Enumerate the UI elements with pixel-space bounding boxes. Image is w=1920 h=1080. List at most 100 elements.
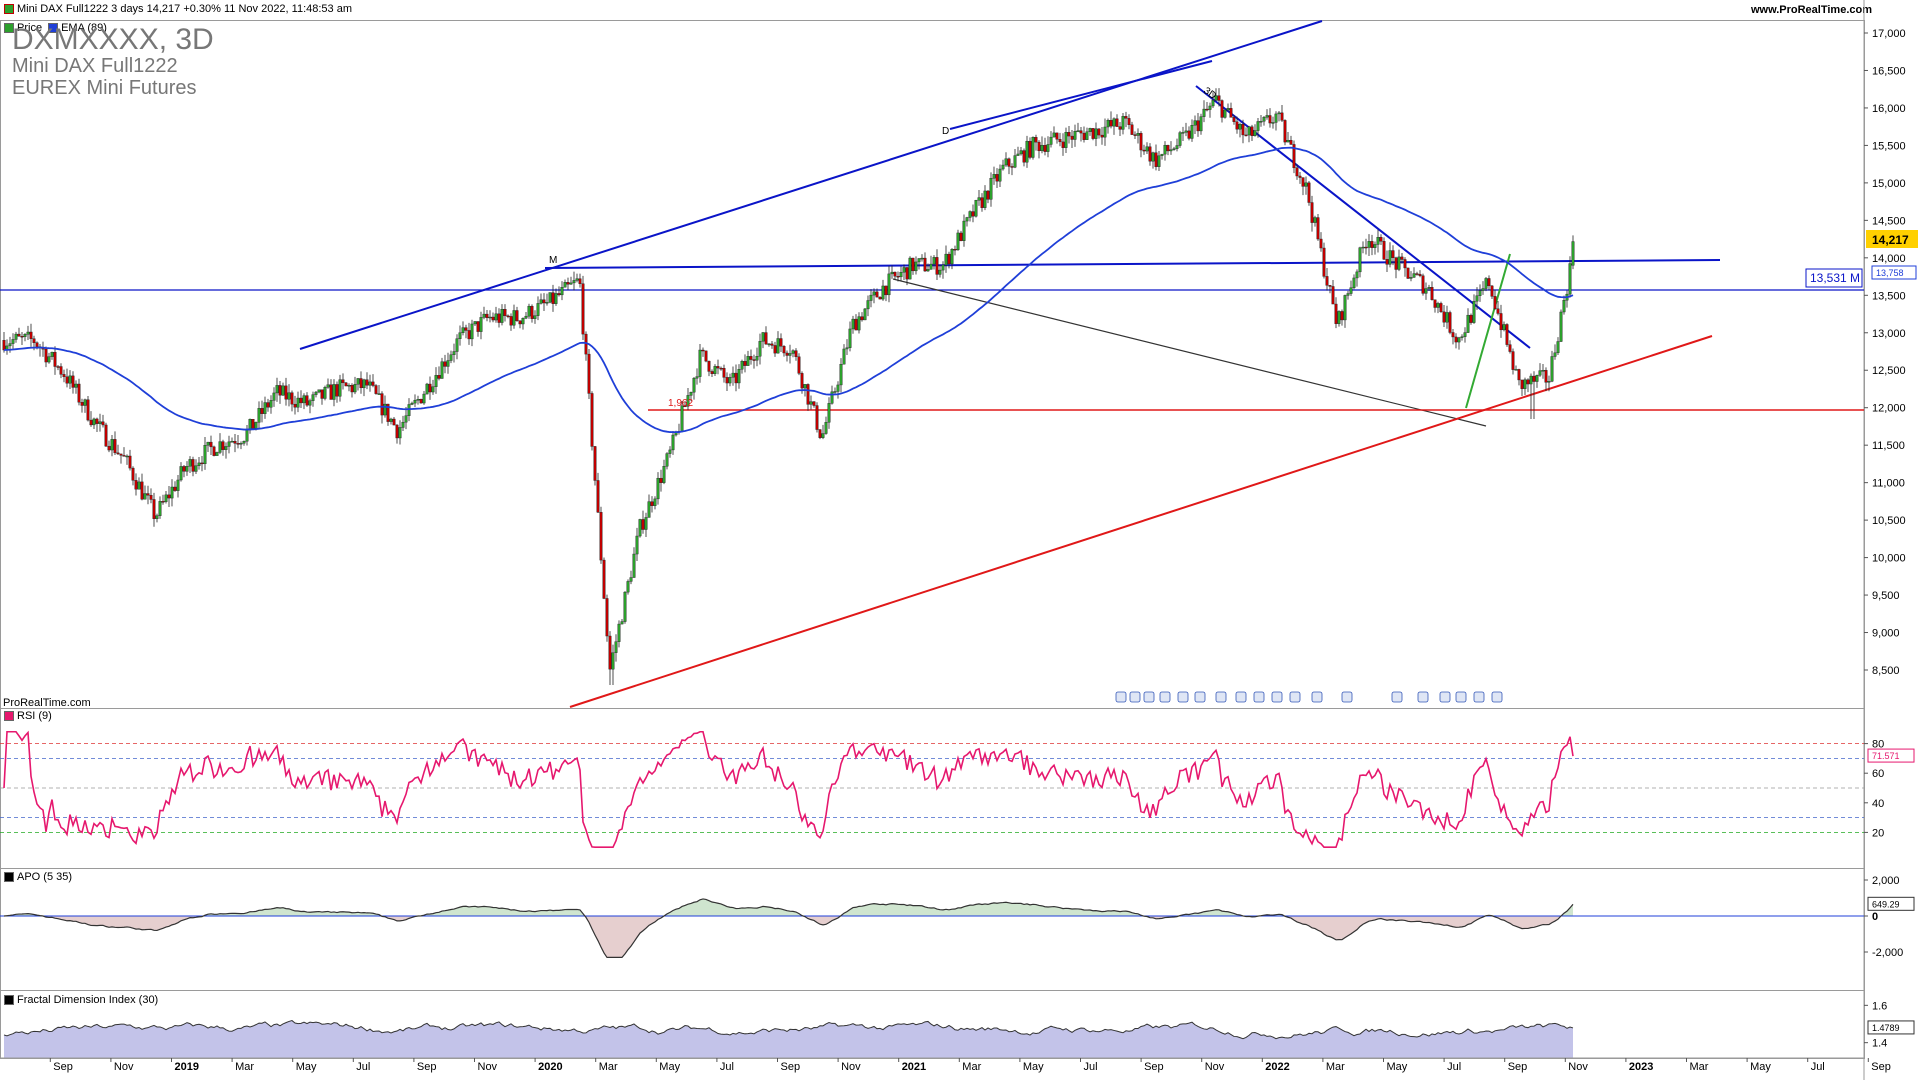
candle-body (215, 452, 219, 456)
candle-body (971, 211, 975, 217)
candle-body (1544, 370, 1548, 383)
candle-body (1490, 285, 1494, 297)
candle-body (1409, 277, 1413, 279)
time-tick-label: 2019 (175, 1061, 199, 1073)
candle-body (1154, 152, 1158, 167)
candle-body (233, 441, 237, 444)
candle-body (59, 366, 63, 375)
time-tick-label: Sep (53, 1061, 73, 1073)
candle-body (632, 553, 636, 578)
candle-body (140, 481, 144, 500)
watermark-symbol: DXMXXXX, 3D (12, 23, 214, 56)
candle-body (644, 517, 648, 530)
candle-body (1157, 155, 1161, 167)
candle-body (779, 338, 783, 347)
candle-body (473, 321, 477, 325)
candle-body (776, 338, 780, 354)
rsi-tick-label: 60 (1872, 768, 1884, 780)
candle-body (1448, 312, 1452, 333)
price-tick-label: 13,500 (1872, 290, 1906, 302)
candle-body (1541, 370, 1545, 372)
candle-body (647, 501, 651, 518)
candle-body (467, 330, 471, 340)
candle-body (527, 305, 531, 317)
candle-body (1538, 370, 1542, 376)
candle-body (851, 318, 855, 330)
candle-body (32, 338, 36, 343)
candle-body (572, 280, 576, 284)
candle-body (977, 197, 981, 201)
candle-body (1313, 217, 1317, 223)
candle-body (782, 346, 786, 354)
candle-body (899, 272, 903, 278)
candle-body (1211, 100, 1215, 107)
candle-body (227, 441, 231, 447)
candle-body (1382, 241, 1386, 260)
candle-body (416, 399, 420, 401)
time-tick-label: Sep (417, 1061, 437, 1073)
candle-body (359, 378, 363, 389)
candle-body (524, 315, 528, 319)
candle-body (95, 418, 99, 424)
candle-body (683, 405, 687, 408)
candle-body (1370, 241, 1374, 248)
price-tick-label: 15,500 (1872, 140, 1906, 152)
candle-body (362, 379, 366, 389)
apo-line (3, 898, 1574, 959)
candle-body (1217, 95, 1221, 101)
price-legend: Price EMA (89) (4, 22, 107, 34)
candle-body (623, 591, 627, 622)
candle-body (1454, 336, 1458, 343)
website-link[interactable]: www.ProRealTime.com (1750, 4, 1872, 16)
candle-body (515, 310, 519, 321)
candle-body (1163, 144, 1167, 155)
watermark-name: Mini DAX Full1222 (12, 55, 178, 77)
price-tick-label: 16,000 (1872, 103, 1906, 115)
candle-body (263, 402, 267, 414)
candle-body (791, 350, 795, 354)
candle-body (599, 512, 603, 561)
candle-body (275, 385, 279, 394)
candle-body (920, 257, 924, 260)
candle-body (908, 257, 912, 280)
price-tick-label: 14,500 (1872, 215, 1906, 227)
candle-body (1214, 95, 1218, 101)
candle-body (1412, 273, 1416, 278)
candle-body (122, 455, 126, 457)
candle-body (1121, 116, 1125, 130)
candle-body (1097, 128, 1101, 136)
candle-body (746, 356, 750, 366)
candle-body (605, 598, 609, 637)
candle-body (929, 263, 933, 270)
candle-body (956, 232, 960, 251)
event-calendar-icon (1417, 691, 1429, 703)
price-tick-label: 11,000 (1872, 478, 1905, 490)
candle-body (230, 441, 234, 443)
candle-body (1499, 313, 1503, 331)
candle-body (788, 353, 792, 356)
candle-body (482, 313, 486, 318)
event-calendar-icon (1311, 691, 1323, 703)
candle-body (203, 444, 207, 464)
candle-body (182, 466, 186, 472)
candle-body (1436, 303, 1440, 308)
candle-body (737, 369, 741, 384)
candle-body (662, 466, 666, 483)
candle-body (344, 382, 348, 387)
candle-body (236, 443, 240, 445)
candle-body (290, 392, 294, 405)
candle-body (1058, 139, 1062, 143)
candle-body (857, 316, 861, 331)
candle-body (35, 342, 39, 347)
candle-body (1076, 130, 1080, 132)
candle-body (692, 377, 696, 393)
candle-body (1061, 141, 1065, 148)
candle-body (839, 363, 843, 386)
candle-body (1481, 288, 1485, 291)
candle-body (875, 291, 879, 298)
event-calendar-icon (1289, 691, 1301, 703)
candle-body (1325, 276, 1329, 286)
candle-body (104, 424, 108, 447)
